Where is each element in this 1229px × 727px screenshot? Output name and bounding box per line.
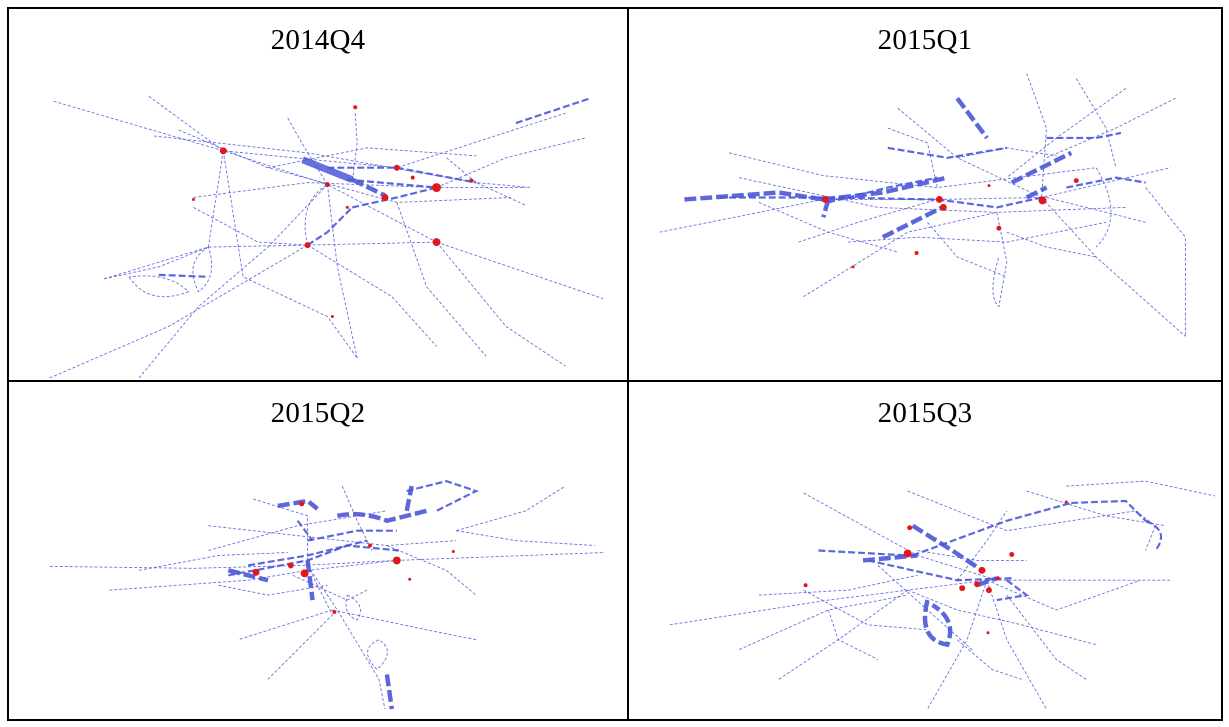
network-graph [49, 95, 604, 379]
quarterly-network-grid: 2014Q4 [7, 7, 1223, 721]
network-graph [669, 480, 1216, 710]
network-graph [49, 479, 605, 710]
network-graph [659, 73, 1186, 337]
panel-title: 2015Q1 [877, 24, 973, 56]
panel-title: 2015Q2 [270, 397, 366, 429]
nodes [821, 178, 1079, 269]
panel-2014q4: 2014Q4 [7, 7, 628, 381]
edges [49, 95, 604, 379]
panel-title: 2014Q4 [270, 24, 366, 56]
panel-2015q2: 2015Q2 [7, 381, 628, 721]
nodes [192, 105, 474, 319]
panel-2015q1: 2015Q1 [628, 7, 1223, 381]
panel-2015q3: 2015Q3 [628, 381, 1223, 721]
panel-title: 2015Q3 [877, 397, 973, 429]
edges [659, 73, 1186, 337]
nodes [252, 501, 455, 614]
edges [669, 480, 1216, 710]
edges [49, 479, 605, 710]
nodes [803, 500, 1068, 635]
